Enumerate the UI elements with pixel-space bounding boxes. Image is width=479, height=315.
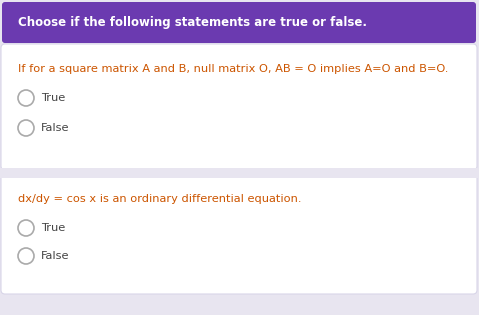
FancyBboxPatch shape <box>2 2 476 43</box>
Text: False: False <box>41 123 69 133</box>
FancyBboxPatch shape <box>0 168 479 178</box>
Text: True: True <box>41 223 65 233</box>
FancyBboxPatch shape <box>1 174 477 294</box>
FancyBboxPatch shape <box>1 44 477 170</box>
Text: If for a square matrix A and B, null matrix O, AB = O implies A=O and B=O.: If for a square matrix A and B, null mat… <box>18 64 448 74</box>
Text: Choose if the following statements are true or false.: Choose if the following statements are t… <box>18 16 367 29</box>
Text: False: False <box>41 251 69 261</box>
Text: dx/dy = cos x is an ordinary differential equation.: dx/dy = cos x is an ordinary differentia… <box>18 194 301 204</box>
Text: True: True <box>41 93 65 103</box>
